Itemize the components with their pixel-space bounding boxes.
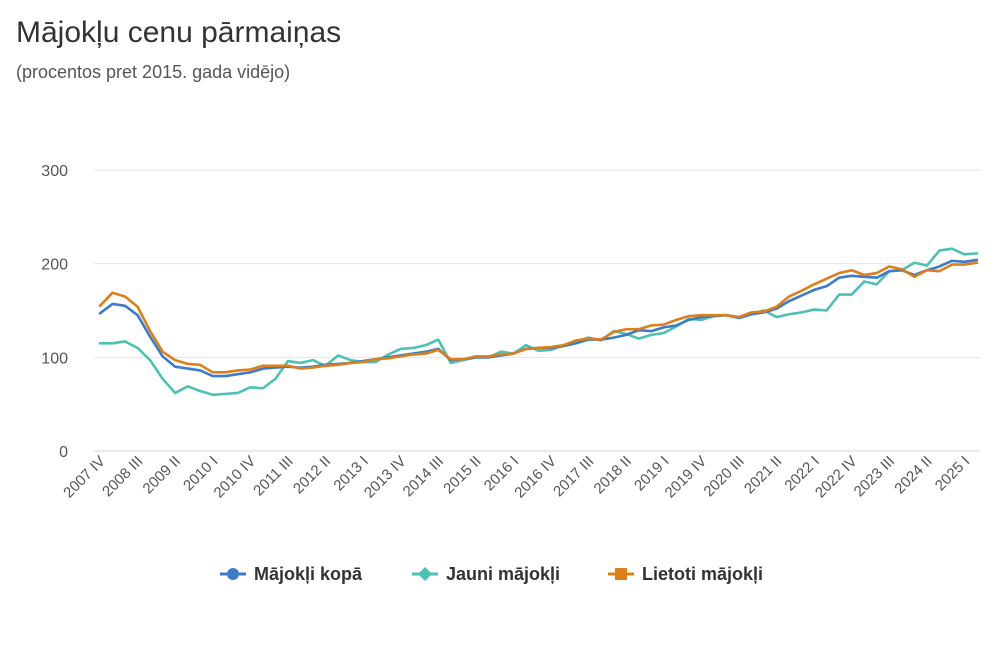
x-tick-label: 2011 III (250, 453, 297, 500)
legend-label: Jauni mājokļi (446, 564, 560, 584)
x-tick-label: 2022 IV (812, 453, 861, 502)
x-tick-label: 2012 II (290, 453, 334, 497)
x-tick-label: 2014 III (400, 453, 447, 500)
x-tick-label: 2024 II (891, 453, 935, 497)
x-tick-label: 2008 III (99, 453, 146, 500)
chart-subtitle: (procentos pret 2015. gada vidējo) (16, 62, 290, 82)
x-tick-label: 2017 III (550, 453, 597, 500)
legend-item-2[interactable]: Lietoti mājokļi (608, 564, 763, 584)
x-tick-label: 2019 IV (662, 453, 711, 502)
chart-title: Mājokļu cenu pārmaiņas (16, 16, 341, 49)
x-tick-label: 2018 II (591, 453, 635, 497)
y-axis: 0 100 200 300 (41, 163, 980, 461)
x-tick-label: 2016 IV (511, 453, 560, 502)
x-tick-label: 2023 III (851, 453, 898, 500)
series-line-0[interactable] (98, 258, 979, 378)
x-tick-label: 2025 I (932, 453, 974, 495)
legend-square-marker (615, 568, 627, 580)
y-tick-label: 300 (41, 163, 68, 180)
series-line-1[interactable] (98, 247, 979, 397)
legend-label: Lietoti mājokļi (642, 564, 763, 584)
legend-circle-marker (227, 568, 239, 580)
x-tick-label: 2015 II (440, 453, 484, 497)
x-tick-label: 2009 II (140, 453, 184, 497)
legend-diamond-marker (418, 567, 432, 581)
series-line-2[interactable] (98, 261, 979, 374)
x-tick-label: 2021 II (741, 453, 785, 497)
legend-item-0[interactable]: Mājokļi kopā (220, 564, 363, 584)
grid-lines (94, 169, 980, 358)
x-tick-label: 2010 IV (211, 453, 260, 502)
legend-item-1[interactable]: Jauni mājokļi (412, 564, 560, 584)
x-tick-label: 2013 IV (361, 453, 410, 502)
y-tick-label: 100 (41, 350, 68, 367)
legend: Mājokļi kopā Jauni mājokļi Lietoti mājokļi (220, 564, 763, 584)
legend-label: Mājokļi kopā (254, 564, 363, 584)
y-tick-label: 0 (59, 444, 68, 461)
series-lines (98, 247, 979, 397)
x-tick-label: 2020 III (700, 453, 747, 500)
y-tick-label: 200 (41, 257, 68, 274)
